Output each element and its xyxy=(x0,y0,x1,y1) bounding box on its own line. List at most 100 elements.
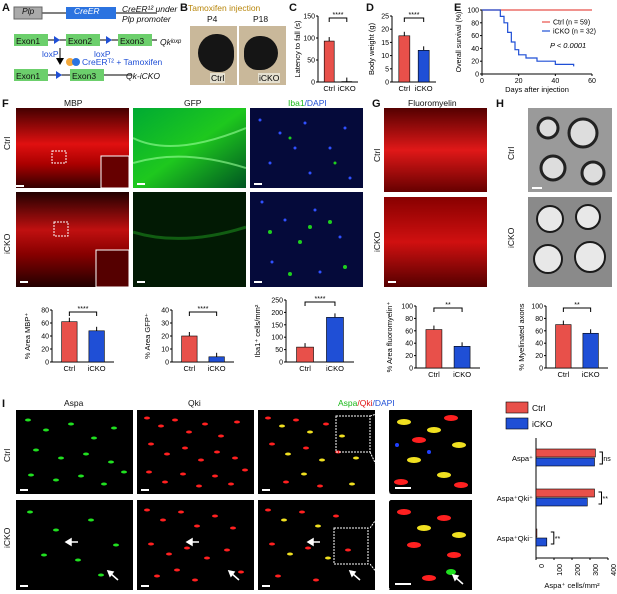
zoom-lines xyxy=(370,410,391,590)
mbp-icko-image xyxy=(16,192,129,287)
em-ctrl-image xyxy=(528,108,612,192)
y-axis-label: Latency to fall (s) xyxy=(293,20,302,78)
exon1-label: Exon1 xyxy=(16,36,41,46)
y-axis-label: % Area GFP⁺ xyxy=(143,313,152,359)
merge-icko-image xyxy=(258,500,375,590)
y-tick-label: 150 xyxy=(271,322,283,329)
gfp-ctrl-image xyxy=(133,108,246,188)
category-label: Aspa⁺Qki⁺ xyxy=(497,494,533,503)
iba1-cells-chart: 0 50 100 150 200 250 Ctrl iCKO **** Iba1⁺ cells/m… xyxy=(253,296,354,373)
y-tick-label: 40 xyxy=(535,341,543,348)
y-tick-label: 0 xyxy=(409,366,413,373)
y-tick-label: 20 xyxy=(535,353,543,360)
y-axis-label: % Area MBP⁺ xyxy=(23,313,32,360)
bar-icko xyxy=(453,345,471,369)
panel-label-b: B xyxy=(180,2,188,14)
sig-bracket xyxy=(599,451,603,465)
y-tick-label: 20 xyxy=(471,59,479,66)
loxp-label-1: loxP xyxy=(42,49,59,59)
sig-label: ** xyxy=(555,536,561,543)
y-tick-label: 100 xyxy=(401,304,413,311)
y-tick-label: 30 xyxy=(161,321,169,328)
p18-label: P18 xyxy=(253,14,269,24)
sig-label: ns xyxy=(603,456,611,463)
g-ctrl-row-label: Ctrl xyxy=(372,148,382,162)
sig-bracket xyxy=(304,301,336,306)
y-tick-label: 100 xyxy=(531,304,543,311)
x-tick-label: iCKO xyxy=(582,370,600,379)
aspa-cells-chart: Ctrl iCKO 0 100 200 300 400 Aspa⁺ ns Aspa⁺Qki⁺ ** A… xyxy=(497,401,616,590)
tamoxifen-label: CreERᵀ² + Tamoxifen xyxy=(82,57,163,67)
x-tick-label: iCKO xyxy=(415,84,433,93)
sig-bracket xyxy=(433,307,463,312)
x-tick-label: 60 xyxy=(588,78,596,85)
sig-bracket xyxy=(562,307,592,312)
y-tick-label: 0 xyxy=(385,80,389,87)
x-tick-label: iCKO xyxy=(326,364,344,373)
legend-swatch xyxy=(505,417,529,430)
panel-label-a: A xyxy=(2,2,10,14)
bar-ctrl xyxy=(535,448,596,458)
bar-icko xyxy=(582,332,599,369)
bar-icko xyxy=(326,317,344,363)
panel-label-c: C xyxy=(289,2,297,14)
photo-icko-label: iCKO xyxy=(258,73,281,83)
sig-label: ** xyxy=(603,496,609,503)
mbp-ctrl-image xyxy=(16,108,129,188)
y-tick-label: 80 xyxy=(41,308,49,315)
x-tick-label: Ctrl xyxy=(398,84,410,93)
bar-icko xyxy=(88,330,105,363)
gene-creert2: CreER xyxy=(74,6,100,16)
y-tick-label: 25 xyxy=(381,14,389,21)
y-tick-label: 100 xyxy=(271,335,283,342)
category-label: Aspa⁺ xyxy=(512,454,533,463)
y-tick-label: 0 xyxy=(539,366,543,373)
legend-label: iCKO xyxy=(532,419,553,429)
x-tick-label: 0 xyxy=(539,564,546,568)
fluoromyelin-area-chart: 0 20 40 60 80 100 Ctrl iCKO ** % Area fluoromyeli… xyxy=(385,302,480,379)
y-tick-label: 200 xyxy=(271,310,283,317)
merge-icko-zoom xyxy=(389,500,472,590)
y-tick-label: 40 xyxy=(41,334,49,341)
sig-label: **** xyxy=(315,296,326,303)
x-tick-label: Ctrl xyxy=(558,370,570,379)
dapi-title: /DAPI xyxy=(304,98,327,108)
y-axis-label: Body weight (g) xyxy=(367,22,376,75)
bar-ctrl xyxy=(555,324,572,369)
legend-label: Ctrl (n = 59) xyxy=(553,20,590,27)
qki-column-title: Qki xyxy=(188,398,201,408)
sig-label: ** xyxy=(574,302,580,309)
merge-qki: /Qki xyxy=(357,398,373,408)
exon3-label: Exon3 xyxy=(120,36,145,46)
y-tick-label: 20 xyxy=(41,347,49,354)
panel-label-i: I xyxy=(2,398,6,410)
x-tick-label: 20 xyxy=(515,78,523,85)
f-ctrl-row-label: Ctrl xyxy=(2,136,12,150)
y-tick-label: 0 xyxy=(45,360,49,367)
y-tick-label: 80 xyxy=(405,316,413,323)
y-axis-label: Iba1⁺ cells/mm² xyxy=(253,304,262,357)
y-tick-label: 60 xyxy=(405,328,413,335)
x-tick-label: 0 xyxy=(480,78,484,85)
merge-column-title: Aspa/Qki/DAPI xyxy=(338,398,395,408)
iba1-title: Iba1 xyxy=(288,98,305,108)
i-ctrl-row-label: Ctrl xyxy=(2,448,12,462)
y-tick-label: 0 xyxy=(165,360,169,367)
merge-dapi: /DAPI xyxy=(372,398,395,408)
y-tick-label: 50 xyxy=(275,347,283,354)
x-tick-label: 100 xyxy=(557,564,564,576)
gfp-icko-image xyxy=(133,192,246,287)
x-axis-label: Aspa⁺ cells/mm² xyxy=(544,581,600,590)
exon2-label: Exon2 xyxy=(68,36,93,46)
sig-label: ** xyxy=(445,302,451,309)
x-tick-label: Ctrl xyxy=(428,370,440,379)
photo-ctrl-label: Ctrl xyxy=(210,73,226,83)
bar-ctrl xyxy=(425,329,443,369)
sig-bracket xyxy=(68,311,98,316)
y-tick-label: 80 xyxy=(471,20,479,27)
y-tick-label: 0 xyxy=(279,360,283,367)
x-tick-label: 200 xyxy=(575,564,582,576)
y-tick-label: 20 xyxy=(405,353,413,360)
bar-icko xyxy=(535,457,595,467)
y-tick-label: 100 xyxy=(467,8,479,15)
